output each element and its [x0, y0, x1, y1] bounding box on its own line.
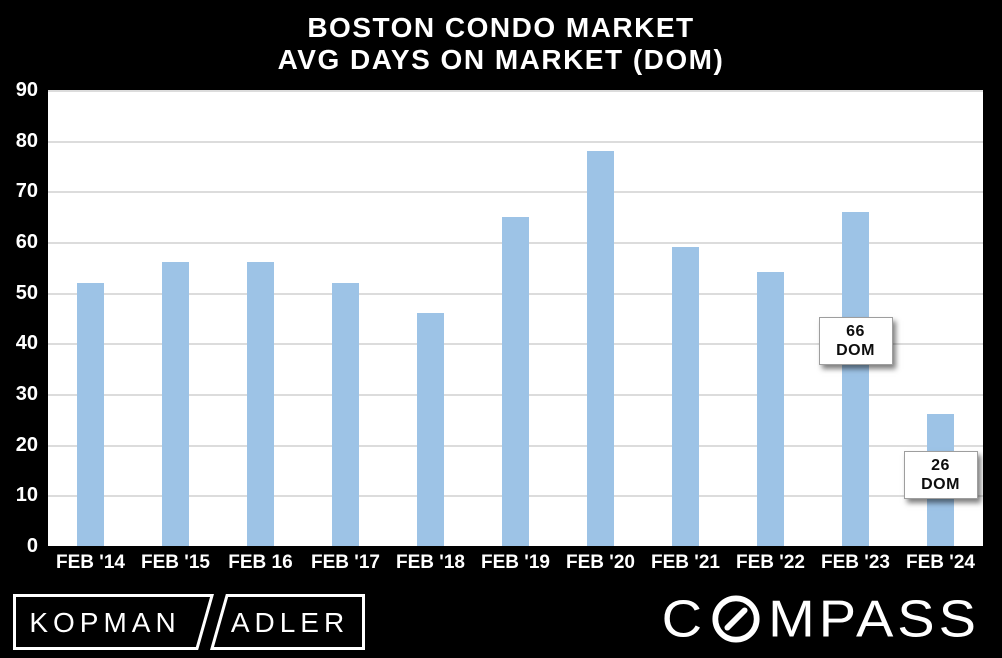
bar-feb-21: [672, 247, 699, 546]
annotation-value: 26: [931, 457, 950, 475]
compass-o-icon: [712, 595, 760, 643]
y-tick-label-70: 70: [15, 180, 38, 203]
kopman-text: KOPMAN: [29, 607, 180, 638]
kopman-adler-frame-icon: KOPMAN ADLER: [13, 594, 365, 650]
annotation-callout-26-dom: 26 DOM: [903, 451, 978, 500]
chart-title: BOSTON CONDO MARKET AVG DAYS ON MARKET (…: [0, 12, 1002, 76]
gridline-70: [48, 191, 983, 194]
chart-title-line2: AVG DAYS ON MARKET (DOM): [277, 44, 725, 75]
bar-feb-17: [332, 282, 359, 546]
x-tick-label-feb-18: FEB '18: [396, 552, 465, 573]
annotation-unit: DOM: [836, 341, 875, 359]
bar-feb-14: [77, 282, 104, 546]
bar-feb-20: [587, 150, 614, 546]
x-tick-label-feb-16: FEB 16: [228, 552, 293, 573]
chart-title-line1: BOSTON CONDO MARKET: [307, 12, 695, 43]
x-tick-label-feb-20: FEB '20: [566, 552, 635, 573]
gridline-80: [48, 140, 983, 143]
y-tick-label-0: 0: [26, 535, 38, 557]
annotation-callout-66-dom: 66 DOM: [818, 316, 893, 365]
gridline-90: [48, 90, 983, 92]
bar-feb-16: [247, 262, 274, 546]
x-tick-label-feb-21: FEB '21: [651, 552, 720, 573]
x-tick-label-feb-15: FEB '15: [141, 552, 210, 573]
compass-letter-c: C: [661, 589, 707, 648]
x-tick-label-feb-17: FEB '17: [311, 552, 380, 573]
bar-feb-15: [162, 262, 189, 546]
compass-logo: C MPASS: [662, 592, 980, 646]
bar-feb-18: [417, 312, 444, 546]
bar-feb-23: [842, 211, 869, 546]
y-tick-label-60: 60: [15, 231, 38, 253]
y-tick-label-50: 50: [15, 281, 38, 304]
y-tick-label-80: 80: [15, 129, 38, 152]
adler-text: ADLER: [231, 607, 349, 638]
y-tick-label-90: 90: [15, 79, 38, 101]
y-tick-label-10: 10: [15, 484, 38, 507]
y-tick-label-40: 40: [15, 332, 38, 355]
x-tick-label-feb-19: FEB '19: [481, 552, 550, 573]
y-tick-label-20: 20: [15, 433, 38, 456]
x-tick-label-feb-24: FEB '24: [906, 552, 975, 573]
x-tick-label-feb-14: FEB '14: [56, 552, 125, 573]
bar-feb-22: [757, 272, 784, 546]
compass-letters-mpass: MPASS: [768, 589, 980, 648]
kopman-adler-logo: KOPMAN ADLER: [13, 594, 365, 655]
bar-feb-19: [502, 216, 529, 546]
annotation-value: 66: [846, 322, 865, 340]
annotation-unit: DOM: [921, 476, 960, 494]
y-tick-label-30: 30: [15, 383, 38, 405]
x-tick-label-feb-23: FEB '23: [821, 552, 890, 573]
x-tick-label-feb-22: FEB '22: [736, 552, 805, 573]
